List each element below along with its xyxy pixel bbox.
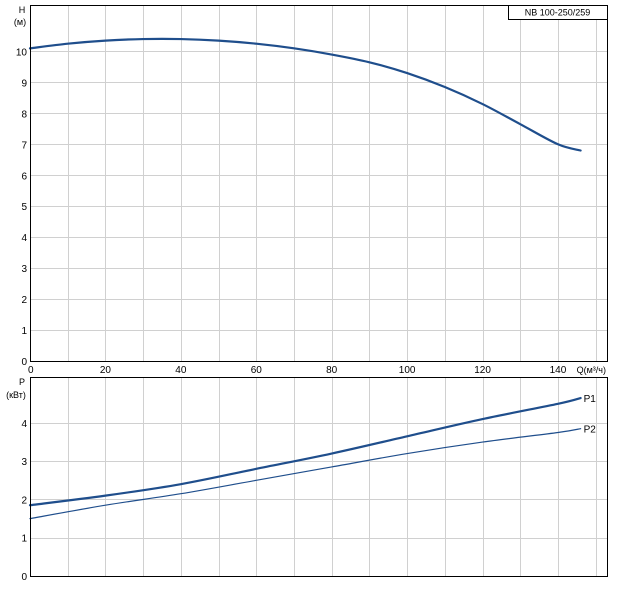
x-tick-label: 140 bbox=[550, 365, 567, 376]
head-plot-frame bbox=[30, 5, 608, 362]
head-y-tick-label: 5 bbox=[21, 202, 27, 213]
power-plot-frame bbox=[30, 377, 608, 577]
model-title-box bbox=[508, 5, 608, 20]
head-y-tick-label: 10 bbox=[16, 47, 28, 58]
x-tick-label: 60 bbox=[251, 365, 263, 376]
x-tick-label: 100 bbox=[399, 365, 416, 376]
x-axis-label: Q(м³/ч) bbox=[577, 365, 606, 375]
power-axis-unit: (кВт) bbox=[6, 390, 26, 400]
x-tick-label: 20 bbox=[100, 365, 112, 376]
head-y-tick-label: 2 bbox=[21, 295, 27, 306]
head-y-tick-label: 0 bbox=[21, 357, 27, 368]
head-axis-unit: (м) bbox=[14, 17, 26, 27]
head-y-tick-label: 8 bbox=[21, 109, 27, 120]
power-y-tick-label: 4 bbox=[21, 419, 27, 430]
head-y-tick-label: 6 bbox=[21, 171, 27, 182]
x-tick-label: 120 bbox=[474, 365, 491, 376]
head-y-tick-label: 3 bbox=[21, 264, 27, 275]
grid-layer bbox=[30, 5, 607, 576]
head-y-tick-label: 9 bbox=[21, 78, 27, 89]
power-y-tick-label: 1 bbox=[21, 534, 27, 545]
x-tick-label: 80 bbox=[326, 365, 338, 376]
curves-layer bbox=[28, 37, 582, 520]
head-y-tick-label: 1 bbox=[21, 326, 27, 337]
head-curve bbox=[28, 37, 582, 152]
x-tick-label: 40 bbox=[175, 365, 187, 376]
power-curve-p2 bbox=[29, 428, 582, 520]
series-label-p2: P2 bbox=[584, 425, 597, 436]
power-curve-p1 bbox=[28, 396, 582, 507]
model-title: NB 100-250/259 bbox=[525, 8, 591, 18]
x-tick-label: 0 bbox=[28, 365, 34, 376]
power-y-tick-label: 3 bbox=[21, 457, 27, 468]
head-y-tick-label: 7 bbox=[21, 140, 27, 151]
frames-layer bbox=[30, 5, 608, 577]
power-y-tick-label: 2 bbox=[21, 495, 27, 506]
head-y-tick-label: 4 bbox=[21, 233, 27, 244]
power-y-tick-label: 0 bbox=[21, 572, 27, 583]
power-axis-label: P bbox=[19, 377, 25, 387]
head-axis-label: H bbox=[19, 5, 26, 15]
series-label-p1: P1 bbox=[584, 394, 597, 405]
